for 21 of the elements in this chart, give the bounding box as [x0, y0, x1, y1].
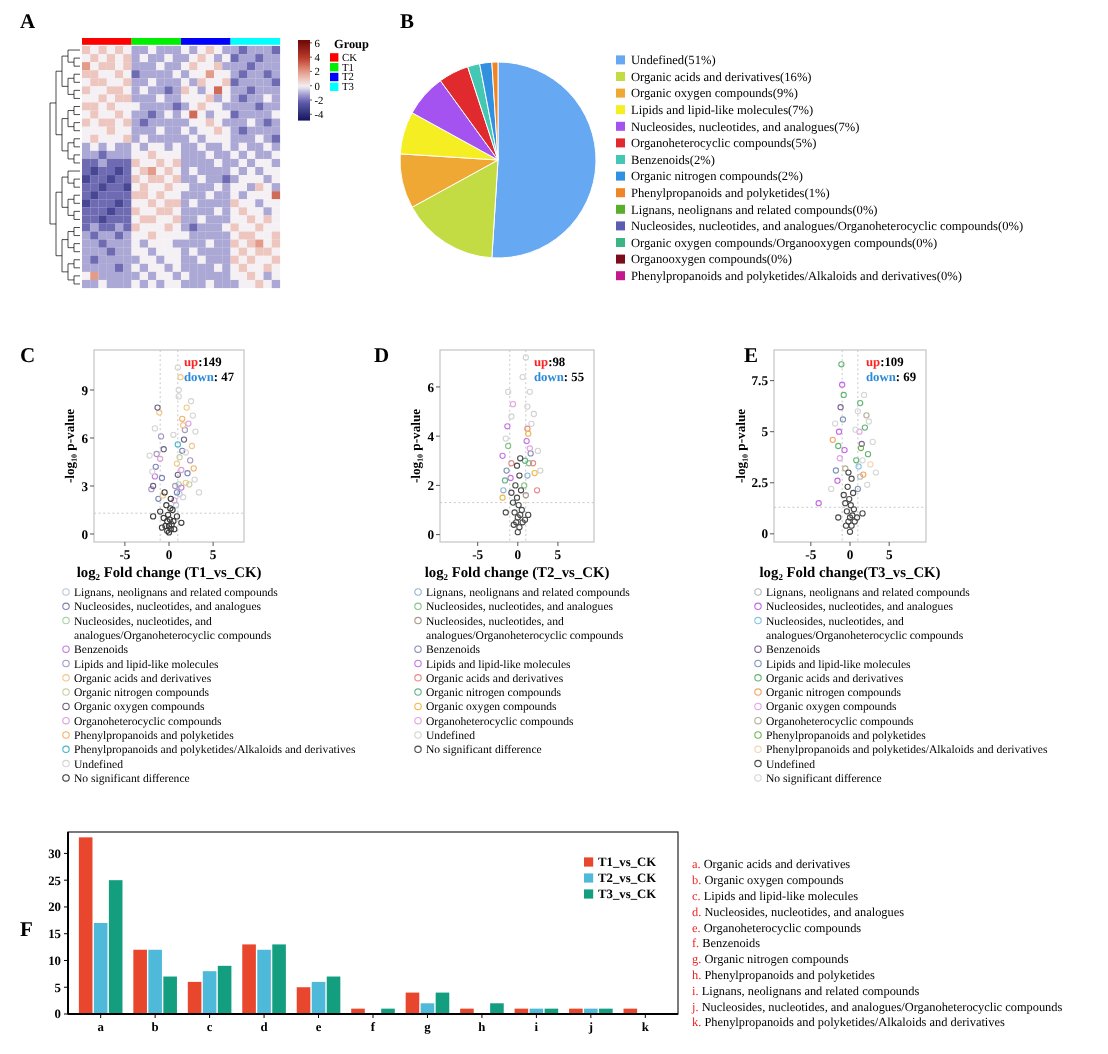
chart-title: E: [744, 346, 759, 368]
bar: [217, 965, 232, 1014]
chart-title: C: [20, 346, 36, 368]
bar: [272, 944, 286, 1014]
bar: [133, 949, 147, 1014]
bar: [187, 981, 202, 1014]
bar: [242, 944, 256, 1014]
bar: [311, 981, 326, 1014]
bar: [163, 976, 177, 1014]
bar: [296, 987, 311, 1014]
bar: [490, 1003, 504, 1014]
bar: [148, 949, 162, 1014]
chart-title: D: [374, 346, 390, 368]
bar: [257, 949, 271, 1014]
text: F: [20, 920, 33, 942]
bar: [93, 923, 108, 1014]
bar: [78, 837, 93, 1014]
bar: [326, 976, 341, 1014]
chart-title: B: [400, 12, 415, 34]
bar: [108, 880, 123, 1014]
bar: [202, 971, 217, 1014]
